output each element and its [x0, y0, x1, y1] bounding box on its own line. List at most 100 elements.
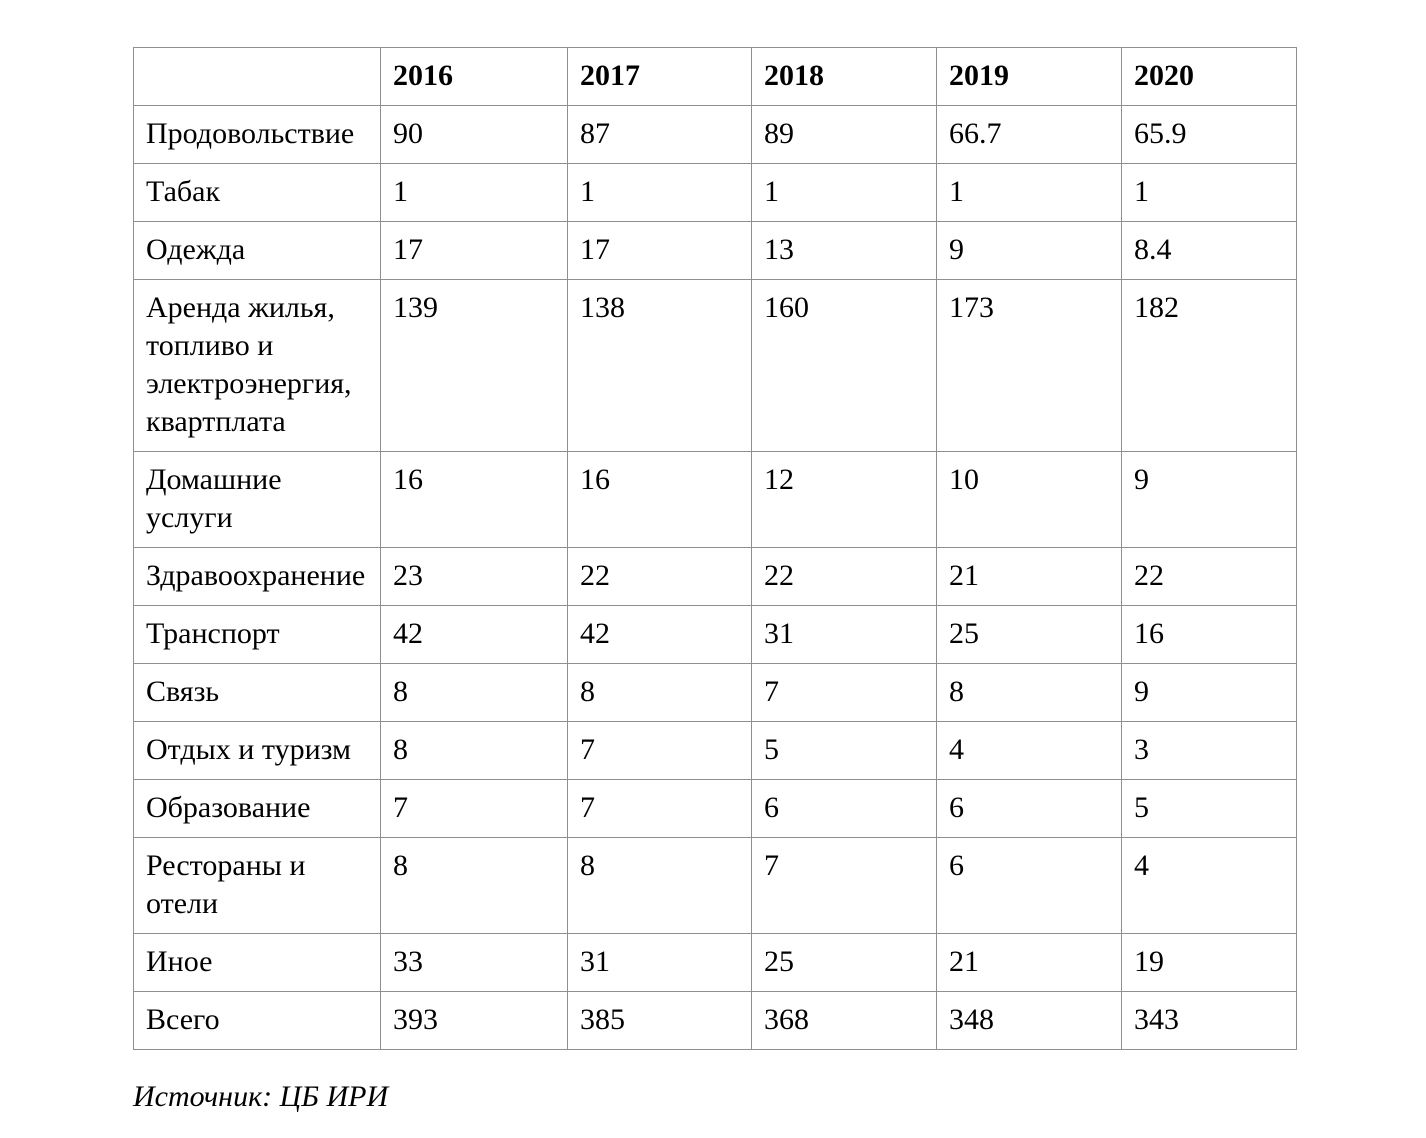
table-row: Рестораны и отели 8 8 7 6 4 — [133, 837, 1297, 934]
value-cell: 6 — [936, 837, 1122, 934]
table-row: Домашние услуги 16 16 12 10 9 — [133, 451, 1297, 548]
row-label-cell: Рестораны и отели — [133, 837, 381, 934]
value-cell: 22 — [751, 547, 937, 606]
table-row: Всего 393 385 368 348 343 — [133, 991, 1297, 1050]
value-cell: 66.7 — [936, 105, 1122, 164]
expenditure-table: 2016 2017 2018 2019 2020 Продовольствие 90 87 8… — [133, 47, 1297, 1050]
value-cell: 13 — [751, 221, 937, 280]
value-cell: 23 — [380, 547, 568, 606]
value-cell: 25 — [751, 933, 937, 992]
table-header-row: 2016 2017 2018 2019 2020 — [133, 47, 1297, 106]
year-column-header: 2019 — [936, 47, 1122, 106]
value-cell: 8 — [567, 663, 752, 722]
table-row: Образование 7 7 6 6 5 — [133, 779, 1297, 838]
year-column-header: 2018 — [751, 47, 937, 106]
value-cell: 9 — [936, 221, 1122, 280]
table-row: Продовольствие 90 87 89 66.7 65.9 — [133, 105, 1297, 164]
value-cell: 42 — [380, 605, 568, 664]
value-cell: 16 — [567, 451, 752, 548]
value-cell: 8 — [567, 837, 752, 934]
value-cell: 6 — [751, 779, 937, 838]
value-cell: 22 — [1121, 547, 1297, 606]
corner-header-cell — [133, 47, 381, 106]
value-cell: 160 — [751, 279, 937, 452]
value-cell: 7 — [751, 663, 937, 722]
value-cell: 8.4 — [1121, 221, 1297, 280]
value-cell: 8 — [380, 721, 568, 780]
value-cell: 12 — [751, 451, 937, 548]
value-cell: 1 — [380, 163, 568, 222]
value-cell: 7 — [567, 779, 752, 838]
value-cell: 21 — [936, 933, 1122, 992]
table-row: Одежда 17 17 13 9 8.4 — [133, 221, 1297, 280]
value-cell: 182 — [1121, 279, 1297, 452]
year-column-header: 2020 — [1121, 47, 1297, 106]
value-cell: 9 — [1121, 451, 1297, 548]
row-label-cell: Транспорт — [133, 605, 381, 664]
row-label-cell: Домашние услуги — [133, 451, 381, 548]
table-row: Отдых и туризм 8 7 5 4 3 — [133, 721, 1297, 780]
value-cell: 65.9 — [1121, 105, 1297, 164]
row-label-cell: Аренда жилья, топливо и электроэнергия, … — [133, 279, 381, 452]
value-cell: 348 — [936, 991, 1122, 1050]
value-cell: 87 — [567, 105, 752, 164]
value-cell: 42 — [567, 605, 752, 664]
value-cell: 7 — [567, 721, 752, 780]
value-cell: 9 — [1121, 663, 1297, 722]
table-row: Связь 8 8 7 8 9 — [133, 663, 1297, 722]
source-note: Источник: ЦБ ИРИ — [133, 1080, 389, 1113]
year-column-header: 2016 — [380, 47, 568, 106]
value-cell: 8 — [936, 663, 1122, 722]
value-cell: 139 — [380, 279, 568, 452]
row-label-cell: Одежда — [133, 221, 381, 280]
value-cell: 393 — [380, 991, 568, 1050]
value-cell: 138 — [567, 279, 752, 452]
value-cell: 10 — [936, 451, 1122, 548]
value-cell: 1 — [936, 163, 1122, 222]
value-cell: 385 — [567, 991, 752, 1050]
value-cell: 6 — [936, 779, 1122, 838]
value-cell: 17 — [567, 221, 752, 280]
value-cell: 5 — [751, 721, 937, 780]
value-cell: 16 — [1121, 605, 1297, 664]
value-cell: 16 — [380, 451, 568, 548]
value-cell: 8 — [380, 663, 568, 722]
year-column-header: 2017 — [567, 47, 752, 106]
row-label-cell: Здравоохранение — [133, 547, 381, 606]
value-cell: 22 — [567, 547, 752, 606]
value-cell: 25 — [936, 605, 1122, 664]
value-cell: 31 — [567, 933, 752, 992]
value-cell: 368 — [751, 991, 937, 1050]
value-cell: 1 — [751, 163, 937, 222]
row-label-cell: Продовольствие — [133, 105, 381, 164]
row-label-cell: Иное — [133, 933, 381, 992]
table-row: Транспорт 42 42 31 25 16 — [133, 605, 1297, 664]
value-cell: 5 — [1121, 779, 1297, 838]
table-row: Табак 1 1 1 1 1 — [133, 163, 1297, 222]
table-row: Здравоохранение 23 22 22 21 22 — [133, 547, 1297, 606]
value-cell: 1 — [1121, 163, 1297, 222]
value-cell: 89 — [751, 105, 937, 164]
row-label-cell: Отдых и туризм — [133, 721, 381, 780]
value-cell: 90 — [380, 105, 568, 164]
table-row: Иное 33 31 25 21 19 — [133, 933, 1297, 992]
row-label-cell: Табак — [133, 163, 381, 222]
row-label-cell: Всего — [133, 991, 381, 1050]
value-cell: 8 — [380, 837, 568, 934]
value-cell: 19 — [1121, 933, 1297, 992]
value-cell: 173 — [936, 279, 1122, 452]
value-cell: 343 — [1121, 991, 1297, 1050]
value-cell: 7 — [751, 837, 937, 934]
value-cell: 4 — [1121, 837, 1297, 934]
value-cell: 4 — [936, 721, 1122, 780]
table-row: Аренда жилья, топливо и электроэнергия, … — [133, 279, 1297, 452]
value-cell: 31 — [751, 605, 937, 664]
value-cell: 21 — [936, 547, 1122, 606]
value-cell: 3 — [1121, 721, 1297, 780]
value-cell: 7 — [380, 779, 568, 838]
table-body: Продовольствие 90 87 89 66.7 65.9 Табак 1 1 1 1 1 Од… — [133, 105, 1297, 1050]
value-cell: 33 — [380, 933, 568, 992]
value-cell: 1 — [567, 163, 752, 222]
row-label-cell: Связь — [133, 663, 381, 722]
